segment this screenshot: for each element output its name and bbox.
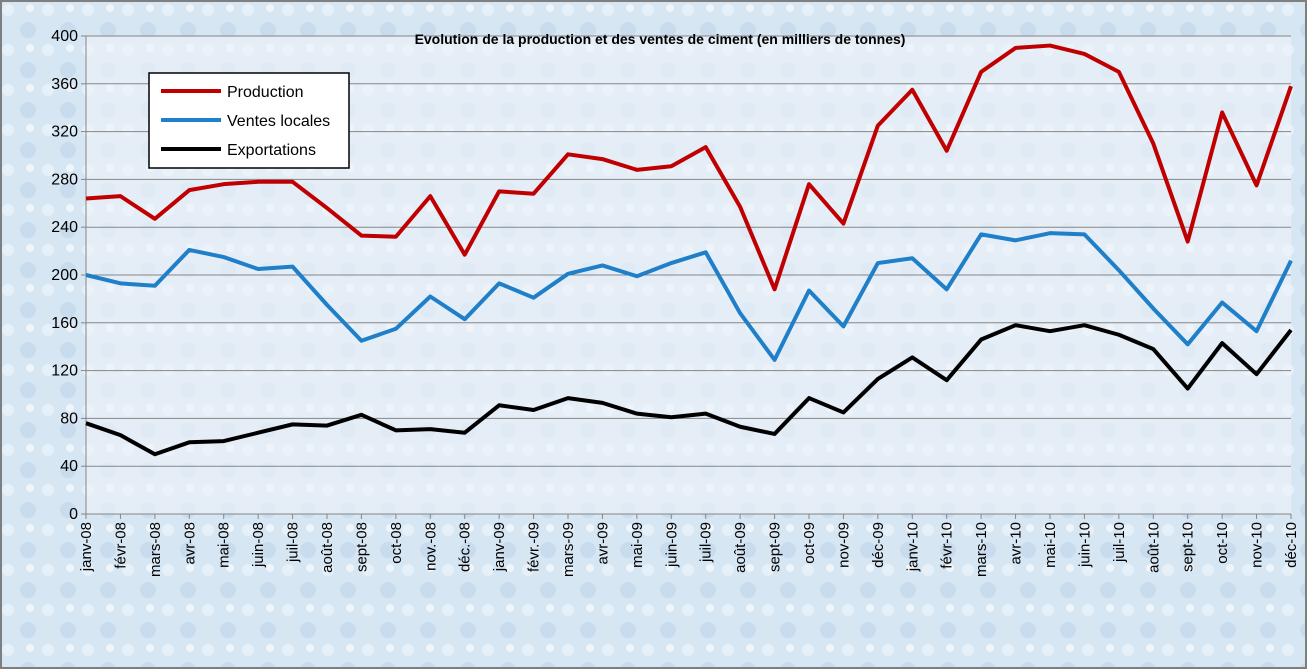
x-tick-label: févr-08 bbox=[112, 522, 129, 569]
x-tick-label: oct-08 bbox=[388, 522, 405, 564]
y-tick-label: 400 bbox=[51, 28, 78, 45]
x-tick-label: avr-10 bbox=[1008, 522, 1025, 565]
x-tick-label: janv-08 bbox=[78, 522, 95, 572]
series-line bbox=[85, 231, 1293, 362]
y-tick-label: 40 bbox=[60, 458, 78, 475]
x-tick-label: juin-10 bbox=[1076, 522, 1093, 568]
y-tick-label: 120 bbox=[51, 363, 78, 380]
y-tick-label: 160 bbox=[51, 315, 78, 332]
y-tick-label: 0 bbox=[69, 506, 78, 523]
x-tick-label: févr-10 bbox=[939, 522, 956, 569]
legend-label: Ventes locales bbox=[227, 113, 330, 130]
x-tick-label: sept-09 bbox=[767, 522, 784, 572]
x-tick-label: oct-10 bbox=[1214, 522, 1231, 564]
x-tick-label: avr-08 bbox=[181, 522, 198, 565]
chart-title: Evolution de la production et des ventes… bbox=[415, 31, 906, 47]
x-tick-label: mai-10 bbox=[1042, 522, 1059, 568]
x-tick-label: avr-09 bbox=[594, 522, 611, 565]
x-tick-label: nov.-08 bbox=[422, 522, 439, 571]
x-tick-label: déc-10 bbox=[1283, 522, 1300, 568]
x-tick-label: janv-09 bbox=[491, 522, 508, 572]
legend-label: Production bbox=[227, 84, 304, 101]
x-tick-label: mai-09 bbox=[629, 522, 646, 568]
x-tick-label: juil-09 bbox=[698, 522, 715, 563]
x-tick-label: juil-08 bbox=[285, 522, 302, 563]
x-tick-label: juin-09 bbox=[663, 522, 680, 568]
legend-label: Exportations bbox=[227, 142, 316, 159]
series-line bbox=[85, 323, 1293, 457]
x-tick-label: août-10 bbox=[1145, 522, 1162, 573]
y-tick-label: 360 bbox=[51, 76, 78, 93]
x-tick-label: déc.-08 bbox=[457, 522, 474, 572]
x-tick-label: janv-10 bbox=[904, 522, 921, 572]
x-tick-label: oct-09 bbox=[801, 522, 818, 564]
x-tick-label: mars-09 bbox=[560, 522, 577, 577]
x-tick-label: nov-09 bbox=[835, 522, 852, 568]
x-tick-label: août-09 bbox=[732, 522, 749, 573]
x-tick-label: sept-08 bbox=[353, 522, 370, 572]
x-tick-label: juin-08 bbox=[250, 522, 267, 568]
x-tick-label: nov-10 bbox=[1249, 522, 1266, 568]
x-tick-label: févr.-09 bbox=[526, 522, 543, 572]
x-tick-label: sept-10 bbox=[1180, 522, 1197, 572]
y-tick-label: 320 bbox=[51, 124, 78, 141]
series-line bbox=[85, 43, 1293, 292]
y-tick-label: 80 bbox=[60, 410, 78, 427]
x-tick-label: mars-10 bbox=[973, 522, 990, 577]
x-tick-label: mars-08 bbox=[147, 522, 164, 577]
y-tick-label: 200 bbox=[51, 267, 78, 284]
x-tick-label: mai-08 bbox=[216, 522, 233, 568]
y-tick-label: 240 bbox=[51, 219, 78, 236]
x-tick-label: août-08 bbox=[319, 522, 336, 573]
y-tick-label: 280 bbox=[51, 171, 78, 188]
x-tick-label: juil-10 bbox=[1111, 522, 1128, 563]
x-tick-label: déc-09 bbox=[870, 522, 887, 568]
